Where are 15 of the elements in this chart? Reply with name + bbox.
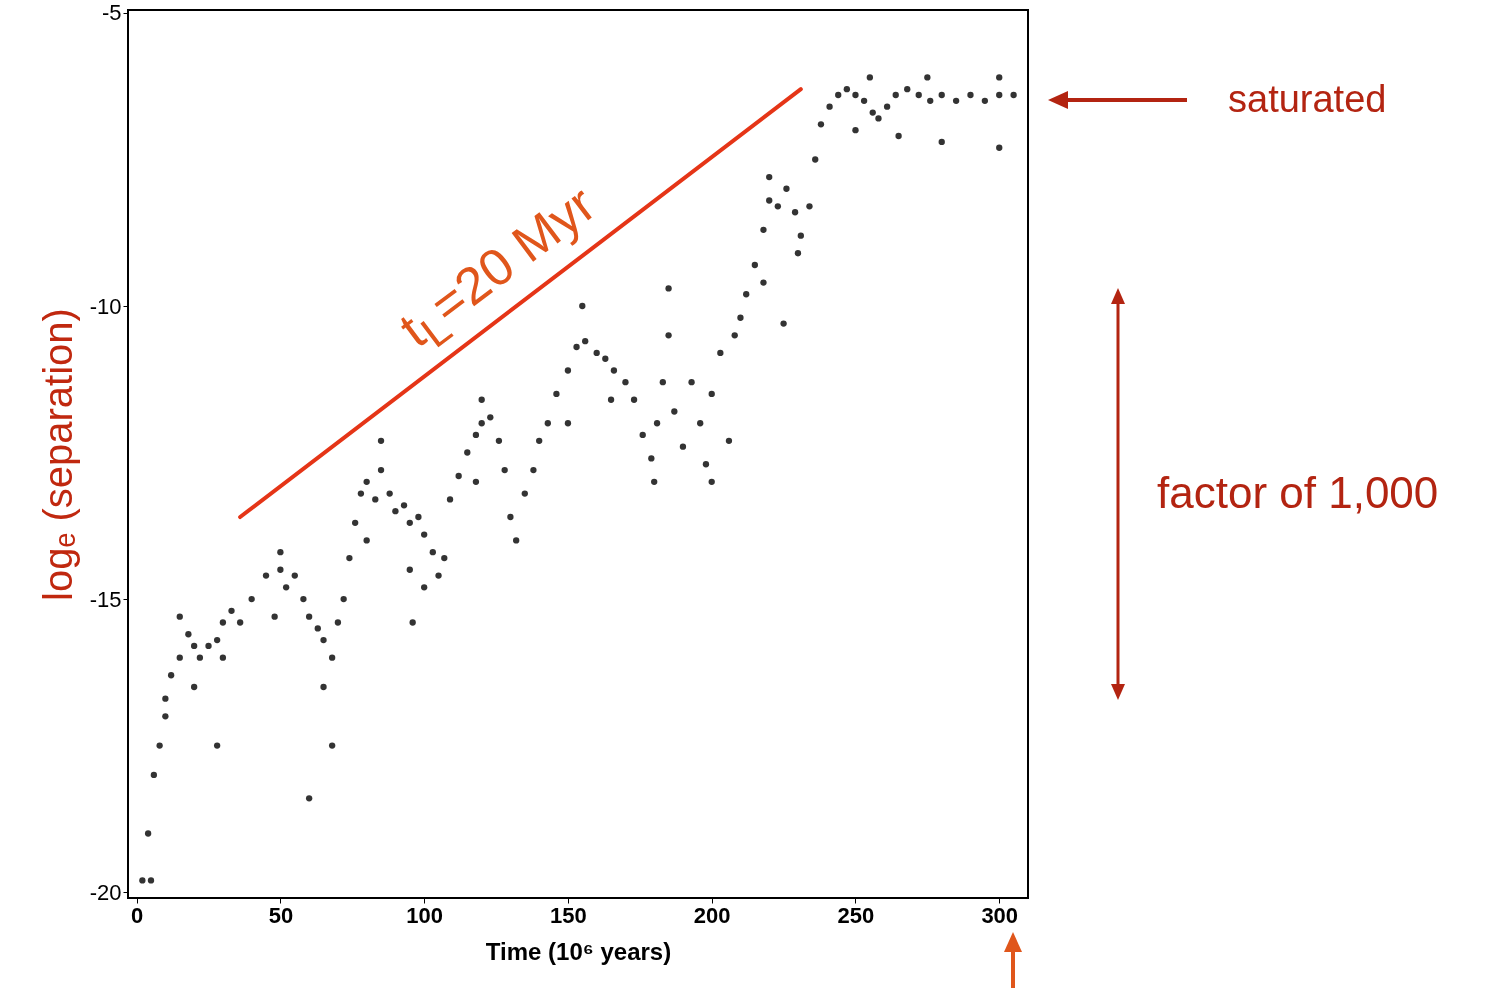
x-tick-label: 0 [131, 902, 144, 928]
text: saturated [1228, 78, 1387, 121]
x-tick-label: 300 [981, 902, 1019, 928]
x-tick-label: 50 [268, 902, 294, 928]
y-tick-label: -5 [101, 0, 122, 26]
x-tick-label: 200 [693, 902, 731, 928]
x-tick-label: 250 [837, 902, 875, 928]
x-tick-label: 100 [406, 902, 444, 928]
y-axis-title: logₑ (separation) [35, 308, 80, 601]
x-axis-title: Time (10⁶ years) [485, 937, 672, 965]
y-tick-label: -20 [89, 879, 122, 905]
text: factor of 1,000 [1157, 468, 1439, 518]
y-tick-label: -15 [89, 586, 122, 612]
y-tick-label: -10 [89, 293, 122, 319]
x-tick-label: 150 [550, 902, 587, 928]
